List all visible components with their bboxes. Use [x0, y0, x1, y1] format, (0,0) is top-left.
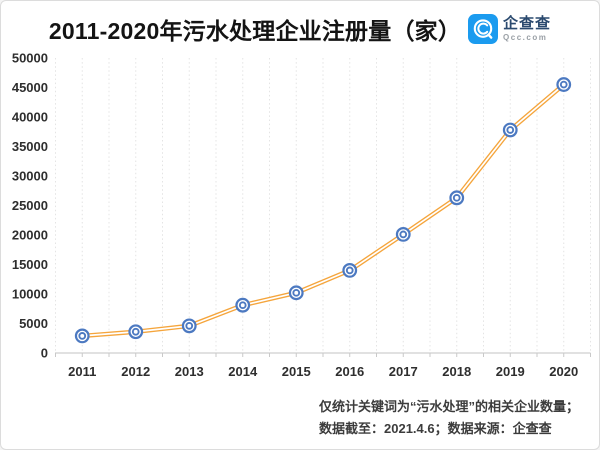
- header: 2011-2020年污水处理企业注册量（家） 企查查 Qcc.com: [1, 9, 599, 49]
- y-tick-label: 35000: [12, 139, 48, 154]
- x-tick-label: 2013: [175, 364, 204, 379]
- data-point: [235, 297, 251, 313]
- data-point: [556, 77, 572, 92]
- y-tick-label: 5000: [19, 316, 48, 331]
- footnote-line1: 仅统计关键词为“污水处理”的相关企业数量；: [319, 399, 580, 414]
- x-tick-label: 2017: [389, 364, 418, 379]
- x-tick-label: 2012: [121, 364, 150, 379]
- logo-brand-label: 企查查: [503, 15, 552, 32]
- y-tick-label: 10000: [12, 287, 48, 302]
- qichacha-logo: 企查查 Qcc.com: [468, 14, 551, 44]
- y-tick-label: 0: [41, 346, 48, 361]
- footnote-line2: 数据截至：2021.4.6；数据来源：企查查: [319, 421, 552, 436]
- data-point: [449, 190, 465, 206]
- y-tick-label: 50000: [12, 51, 48, 66]
- y-tick-label: 20000: [12, 228, 48, 243]
- y-tick-label: 40000: [12, 110, 48, 125]
- x-tick-label: 2018: [442, 364, 471, 379]
- gridlines: [55, 58, 591, 353]
- data-point: [502, 122, 518, 138]
- logo-text: 企查查 Qcc.com: [503, 16, 551, 42]
- data-point: [395, 227, 411, 242]
- data-point: [181, 318, 197, 334]
- y-tick-label: 45000: [12, 80, 48, 95]
- y-tick-label: 25000: [12, 198, 48, 213]
- data-point: [288, 285, 304, 301]
- x-tick-label: 2011: [68, 364, 96, 379]
- logo-domain-label: Qcc.com: [503, 33, 548, 42]
- qichacha-logo-icon: [468, 14, 499, 44]
- series-line: [80, 82, 566, 339]
- x-axis: [55, 352, 591, 357]
- y-axis-labels: 0 5000 10000 15000 20000 25000 30000 35000 40000…: [12, 51, 48, 361]
- x-tick-label: 2014: [228, 364, 258, 379]
- y-tick-label: 15000: [12, 257, 48, 272]
- data-point: [342, 263, 358, 278]
- chart-title: 2011-2020年污水处理企业注册量（家）: [48, 18, 462, 44]
- x-axis-labels: 2011 2012 2013 2014 2015 2016 2017 2018 2019 2020: [68, 364, 578, 379]
- footnote: 仅统计关键词为“污水处理”的相关企业数量； 数据截至：2021.4.6；数据来源…: [319, 396, 579, 440]
- x-tick-label: 2020: [549, 364, 578, 379]
- data-point: [128, 324, 144, 340]
- x-tick-label: 2019: [496, 364, 525, 379]
- x-tick-label: 2015: [282, 364, 311, 379]
- data-point-markers: [74, 77, 572, 344]
- data-point: [74, 328, 90, 344]
- y-tick-label: 30000: [12, 169, 48, 184]
- x-tick-label: 2016: [335, 364, 364, 379]
